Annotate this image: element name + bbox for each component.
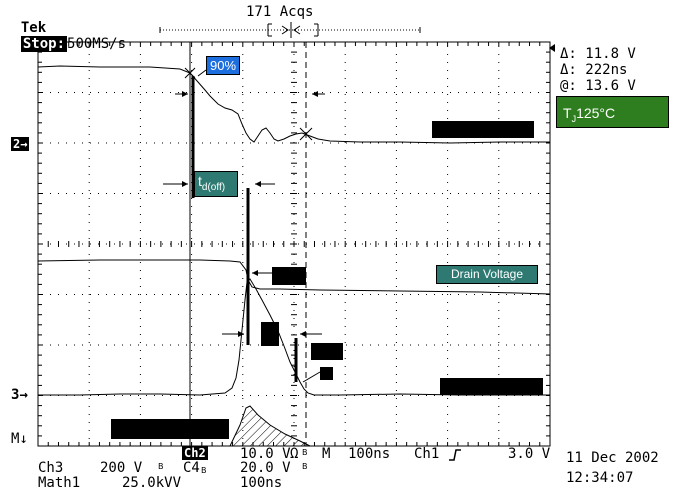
date-label: 11 Dec 2002 <box>566 450 659 466</box>
math1-time: 100ns <box>240 475 283 491</box>
ch3-label: Ch3 <box>38 460 64 476</box>
sample-rate: 500MS/s <box>67 36 127 52</box>
junction-temp-label: TJ125°C <box>556 96 669 128</box>
trigger-level-marker <box>549 44 555 52</box>
ch2-scale: 10.0 V <box>240 446 291 462</box>
ninety-percent-label: 90% <box>206 56 241 75</box>
td-off-label: td(off) <box>194 171 238 197</box>
cursor-at-readout: @: 13.6 V <box>560 78 636 94</box>
tj-sub: J <box>571 113 577 124</box>
run-stop-badge[interactable]: Stop: <box>20 36 68 52</box>
math1-label: Math1 <box>38 475 81 491</box>
ch3-bw-icon: B <box>158 462 164 471</box>
c4-bw-icon-2: B <box>302 462 308 471</box>
ohm-icon: Ω <box>290 446 299 462</box>
time-label: 12:34:07 <box>566 470 634 486</box>
acquisition-count: 171 Acqs <box>246 4 314 20</box>
math-waveform <box>229 405 311 447</box>
c4-scale: 20.0 V <box>240 460 291 476</box>
redacted-block-1 <box>432 121 534 138</box>
c4-label: C4 <box>183 460 200 476</box>
annotation-arrowheads <box>182 91 318 337</box>
scope-header: Tek Stop: 500MS/s <box>4 4 126 52</box>
trigger-source: Ch1 <box>414 446 440 462</box>
annotation-lines <box>163 69 325 383</box>
timebase-value: 100ns <box>348 446 391 462</box>
ch2-label[interactable]: Ch2 <box>182 446 208 460</box>
redacted-block-4 <box>311 343 343 360</box>
redacted-block-2 <box>272 267 306 285</box>
redacted-block-6 <box>440 378 543 395</box>
math-ground-marker: M↓ <box>11 431 28 447</box>
ch2-marker-label: 2 <box>13 137 21 151</box>
td-main: t <box>198 173 202 189</box>
rising-edge-icon <box>449 449 461 461</box>
ch3-scale: 200 V <box>100 460 143 476</box>
tj-main: T <box>563 105 572 121</box>
math1-scale: 25.0kVV <box>122 475 182 491</box>
cursor-x-markers <box>184 67 313 141</box>
trigger-level: 3.0 V <box>508 446 551 462</box>
ch3-waveform <box>38 278 550 396</box>
ch3-ground-marker: 3→ <box>11 387 28 403</box>
redacted-block-7 <box>111 419 229 439</box>
redacted-block-3 <box>261 322 279 346</box>
math-marker-label: M <box>11 431 20 447</box>
timebase-label: M <box>322 446 331 462</box>
delta-voltage-readout: Δ: 11.8 V <box>560 46 636 62</box>
delta-time-readout: Δ: 222ns <box>560 62 628 78</box>
ch3-marker-label: 3 <box>11 387 20 403</box>
ch2-bw-icon: B <box>302 448 308 457</box>
td-sub: d(off) <box>201 181 226 193</box>
brand-label: Tek <box>20 20 47 36</box>
trigger-position-bar <box>159 22 421 38</box>
c4-bw-icon: B <box>201 466 207 475</box>
redacted-block-5 <box>320 367 333 380</box>
tj-value: 125°C <box>576 105 616 121</box>
ch2-waveform <box>37 65 550 144</box>
ch2-ground-marker: 2→ <box>11 137 30 151</box>
drain-voltage-label: Drain Voltage <box>436 265 538 284</box>
